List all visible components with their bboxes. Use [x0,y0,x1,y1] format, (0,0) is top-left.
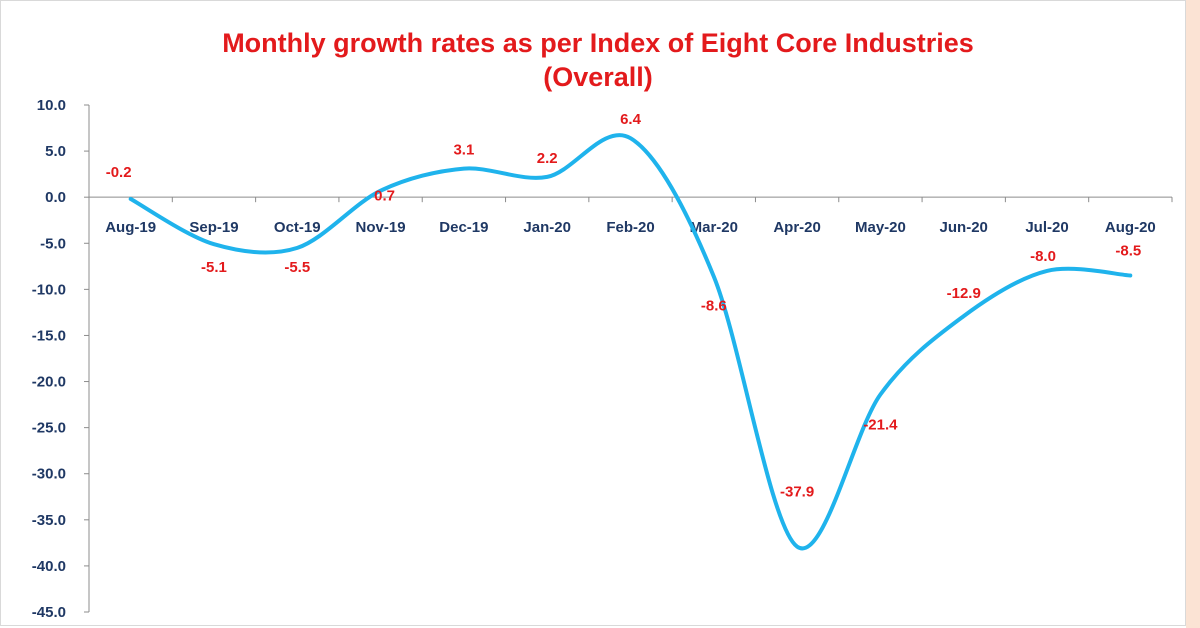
data-point [545,175,549,179]
data-point [129,197,133,201]
data-labels-layer: -0.2 -5.1 -5.5 0.7 3.1 2.2 6.4 -8.6 -37.9 -21.4 -1… [106,111,1142,500]
data-point [462,167,466,171]
chart-subtitle: (Overall) [543,62,653,92]
y-tick-label: -20.0 [32,374,66,391]
x-tick-label: Jan-20 [523,219,571,236]
data-label: -12.9 [947,285,981,302]
data-point [212,242,216,246]
data-label: 2.2 [537,150,558,167]
data-label: 6.4 [620,111,642,128]
y-tick-label: -30.0 [32,466,66,483]
growth-rate-line [128,133,1133,551]
x-tick-label: Jun-20 [940,219,988,236]
data-label: -8.5 [1115,243,1141,260]
data-label: -5.1 [201,259,227,276]
y-tick-label: -5.0 [40,235,66,252]
data-point [878,392,882,396]
chart-title: Monthly growth rates as per Index of Eig… [222,28,974,58]
x-tick-label: Feb-20 [606,219,654,236]
data-point [1128,274,1132,278]
y-tick-label: 10.0 [37,97,66,114]
y-tick-label: 5.0 [45,143,66,160]
x-tick-label: Jul-20 [1025,219,1068,236]
x-tick-label: Apr-20 [773,219,821,236]
data-point [962,314,966,318]
x-tick-label: Mar-20 [690,219,738,236]
data-label: -37.9 [780,484,814,501]
y-tick-label: -40.0 [32,558,66,575]
data-label: -8.6 [701,297,727,314]
axes: 10.0 5.0 0.0 -5.0 -10.0 -15.0 -20.0 -25.0 -30.0 -… [32,97,1173,621]
x-tick-label: Nov-19 [356,219,406,236]
data-point [1045,269,1049,273]
x-tick-label: Aug-20 [1105,219,1156,236]
data-label: 3.1 [453,142,474,159]
y-tick-label: -35.0 [32,512,66,529]
y-tick-label: -25.0 [32,420,66,437]
data-point [295,246,299,250]
x-tick-label: Oct-19 [274,219,321,236]
x-tick-label: Dec-19 [439,219,488,236]
data-point [795,545,799,549]
data-point [712,274,716,278]
y-tick-label: 0.0 [45,189,66,206]
y-tick-label: -10.0 [32,281,66,298]
right-edge-strip [1186,0,1200,628]
data-label: -8.0 [1030,248,1056,265]
x-tick-label: Aug-19 [105,219,156,236]
x-tick-label: May-20 [855,219,906,236]
data-label: -21.4 [863,416,898,433]
x-tick-label: Sep-19 [189,219,238,236]
series-layer [128,133,1133,551]
data-label: 0.7 [374,188,395,205]
data-point [629,136,633,140]
y-tick-label: -45.0 [32,604,66,621]
data-label: -0.2 [106,164,132,181]
y-tick-label: -15.0 [32,327,66,344]
data-label: -5.5 [284,259,310,276]
